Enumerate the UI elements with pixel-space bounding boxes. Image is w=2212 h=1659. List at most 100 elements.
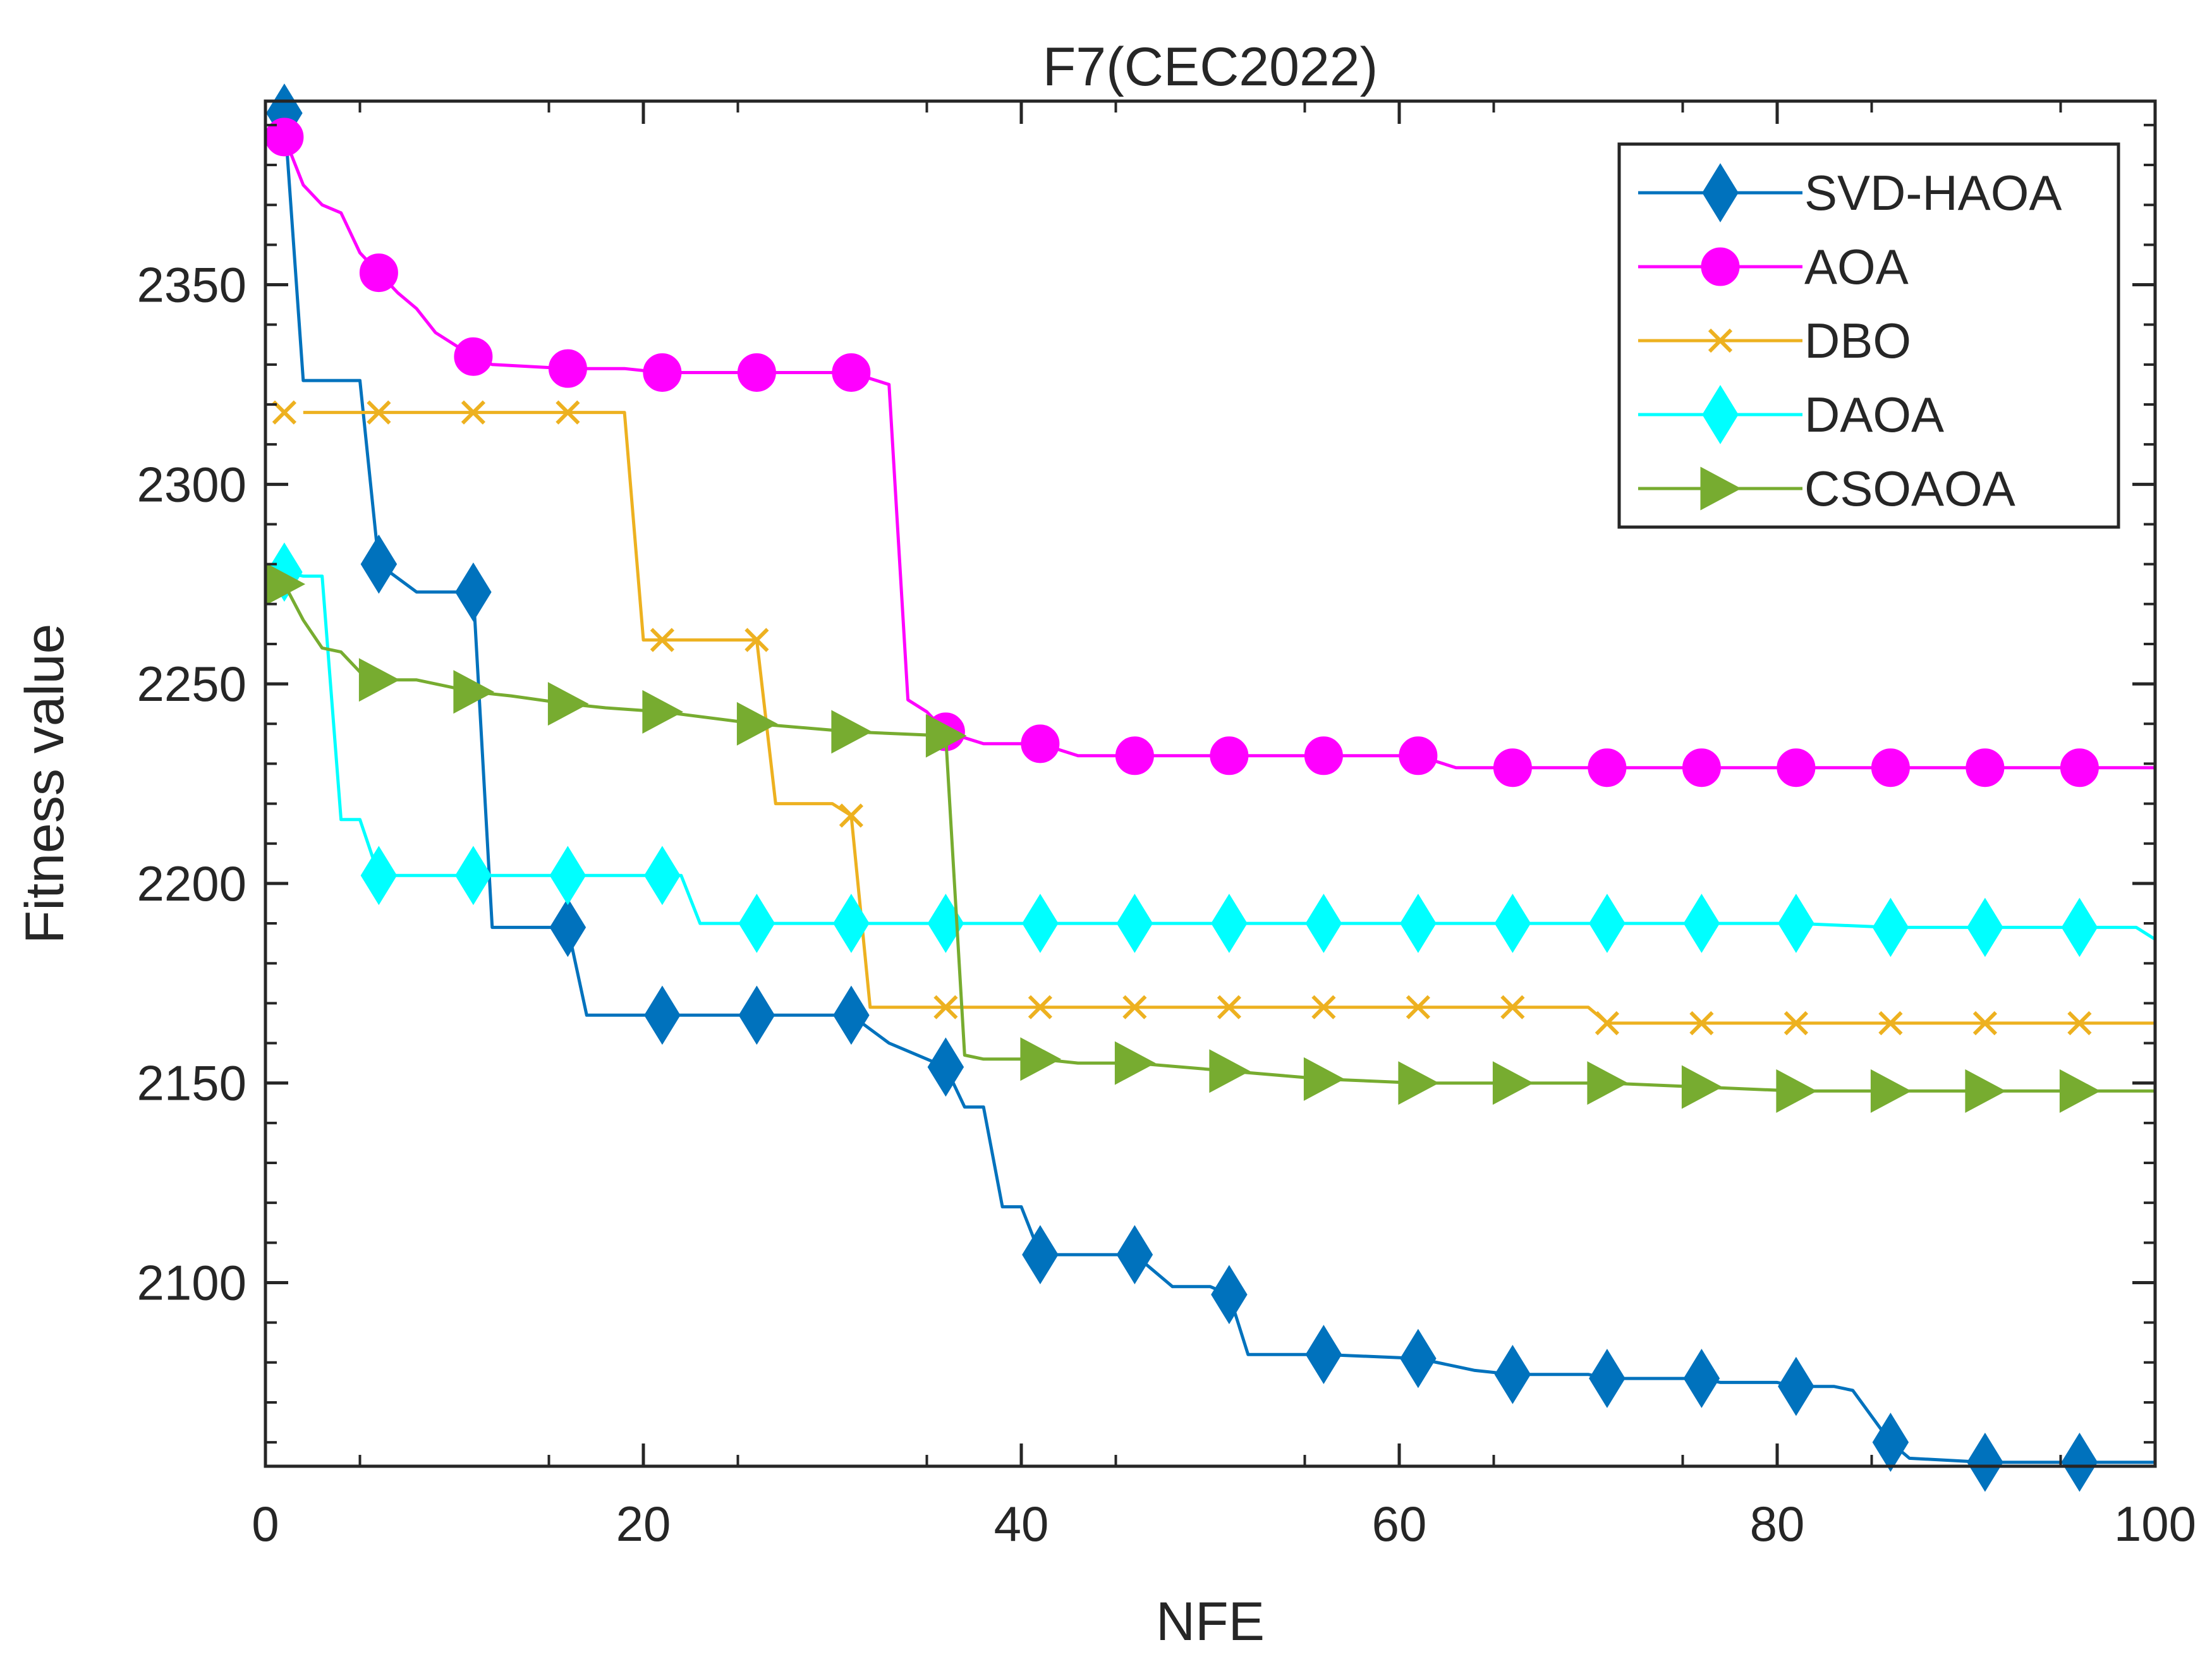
y-tick-label: 2100 xyxy=(137,1255,246,1310)
data-point-svd-haoa xyxy=(644,985,681,1045)
data-point-dbo xyxy=(839,803,864,828)
data-point-aoa xyxy=(1021,724,1060,763)
data-point-svd-haoa xyxy=(1116,1225,1153,1285)
legend-item-aoa: AOA xyxy=(1638,239,1909,295)
legend-marker-aoa xyxy=(1701,247,1740,286)
data-point-aoa xyxy=(454,337,493,376)
data-point-csoaoa xyxy=(1209,1049,1251,1093)
data-point-daoa xyxy=(1589,894,1626,953)
legend-marker-daoa xyxy=(1702,385,1739,444)
data-point-daoa xyxy=(549,846,586,906)
data-point-svd-haoa xyxy=(1967,1432,2003,1492)
data-point-daoa xyxy=(1494,894,1531,953)
data-point-csoaoa xyxy=(925,714,967,758)
data-point-dbo xyxy=(1972,1011,1998,1036)
x-tick-label: 0 xyxy=(252,1496,279,1552)
data-point-aoa xyxy=(1871,748,1910,787)
data-point-dbo xyxy=(461,400,486,425)
data-point-dbo xyxy=(933,995,958,1019)
data-point-dbo xyxy=(1217,995,1242,1019)
data-point-daoa xyxy=(1211,894,1248,953)
data-point-aoa xyxy=(737,353,776,392)
data-point-csoaoa xyxy=(1776,1069,1818,1113)
data-point-svd-haoa xyxy=(1494,1344,1531,1404)
ticks-layer: 0 20 40 60 80 100 2100 2150 2200 2250 2300 2350 xyxy=(137,101,2196,1552)
data-point-daoa xyxy=(1116,894,1153,953)
data-point-aoa xyxy=(1588,748,1627,787)
data-point-daoa xyxy=(1400,894,1437,953)
data-point-aoa xyxy=(643,353,682,392)
data-point-svd-haoa xyxy=(1305,1325,1342,1385)
data-point-aoa xyxy=(548,349,587,388)
legend-marker-csoaoa xyxy=(1700,466,1742,511)
data-point-csoaoa xyxy=(1870,1069,1912,1113)
data-point-svd-haoa xyxy=(1400,1328,1437,1389)
data-point-dbo xyxy=(744,628,769,652)
data-point-svd-haoa xyxy=(2061,1432,2098,1492)
data-point-dbo xyxy=(2067,1011,2092,1036)
data-point-aoa xyxy=(359,253,398,293)
y-tick-label: 2350 xyxy=(137,257,246,313)
data-point-aoa xyxy=(1304,736,1343,775)
data-point-csoaoa xyxy=(547,682,589,726)
legend: SVD-HAOA AOA DBO DAOA CSOAOA xyxy=(1617,142,2120,529)
legend-label-svd-haoa: SVD-HAOA xyxy=(1804,165,2062,221)
x-tick-label: 40 xyxy=(994,1496,1049,1552)
series-dbo xyxy=(272,400,2155,1036)
data-point-svd-haoa xyxy=(1872,1413,1909,1472)
data-point-csoaoa xyxy=(1965,1069,2007,1113)
data-point-csoaoa xyxy=(1681,1065,1723,1109)
data-point-svd-haoa xyxy=(833,985,870,1045)
data-point-aoa xyxy=(2060,748,2099,787)
data-point-daoa xyxy=(738,894,775,953)
data-point-daoa xyxy=(644,846,681,906)
data-point-dbo xyxy=(1311,995,1336,1019)
data-point-daoa xyxy=(1022,894,1059,953)
data-point-daoa xyxy=(455,846,492,906)
legend-item-dbo: DBO xyxy=(1638,313,1911,368)
data-point-svd-haoa xyxy=(1211,1265,1248,1325)
legend-item-csoaoa: CSOAOA xyxy=(1638,461,2015,516)
y-tick-label: 2200 xyxy=(137,856,246,911)
x-tick-label: 60 xyxy=(1372,1496,1427,1552)
data-point-dbo xyxy=(1595,1011,1620,1036)
legend-label-csoaoa: CSOAOA xyxy=(1804,461,2015,516)
series-aoa xyxy=(265,118,2155,787)
series-line-svd-haoa xyxy=(283,112,2155,1464)
y-axis-label: Fitness value xyxy=(15,624,75,944)
data-point-dbo xyxy=(367,400,391,425)
data-point-aoa xyxy=(1210,736,1249,775)
chart-title: F7(CEC2022) xyxy=(1043,37,1378,97)
plot-frame xyxy=(264,99,2157,1468)
x-tick-label: 80 xyxy=(1750,1496,1805,1552)
x-tick-label: 20 xyxy=(616,1496,671,1552)
data-point-daoa xyxy=(1778,894,1814,953)
data-point-dbo xyxy=(1406,995,1431,1019)
legend-box xyxy=(1617,142,2120,529)
data-point-csoaoa xyxy=(642,690,684,734)
data-point-svd-haoa xyxy=(738,985,775,1045)
data-point-csoaoa xyxy=(1587,1061,1629,1105)
data-point-csoaoa xyxy=(1303,1057,1345,1101)
data-point-dbo xyxy=(1784,1011,1809,1036)
data-point-csoaoa xyxy=(831,710,873,754)
legend-label-dbo: DBO xyxy=(1804,313,1911,368)
data-point-svd-haoa xyxy=(549,897,586,957)
data-point-daoa xyxy=(1683,894,1720,953)
data-point-svd-haoa xyxy=(1589,1349,1626,1408)
data-point-csoaoa xyxy=(736,702,778,746)
data-point-dbo xyxy=(650,628,675,652)
data-point-aoa xyxy=(1115,736,1154,775)
y-tick-label: 2150 xyxy=(137,1055,246,1111)
data-point-daoa xyxy=(2061,897,2098,957)
data-point-daoa xyxy=(1872,897,1909,957)
data-point-aoa xyxy=(1493,748,1532,787)
data-point-daoa xyxy=(1967,897,2003,957)
data-point-svd-haoa xyxy=(1022,1225,1059,1285)
data-point-svd-haoa xyxy=(455,562,492,622)
data-point-dbo xyxy=(1878,1011,1903,1036)
data-point-csoaoa xyxy=(1492,1061,1534,1105)
data-point-csoaoa xyxy=(1398,1061,1440,1105)
data-point-dbo xyxy=(556,400,580,425)
